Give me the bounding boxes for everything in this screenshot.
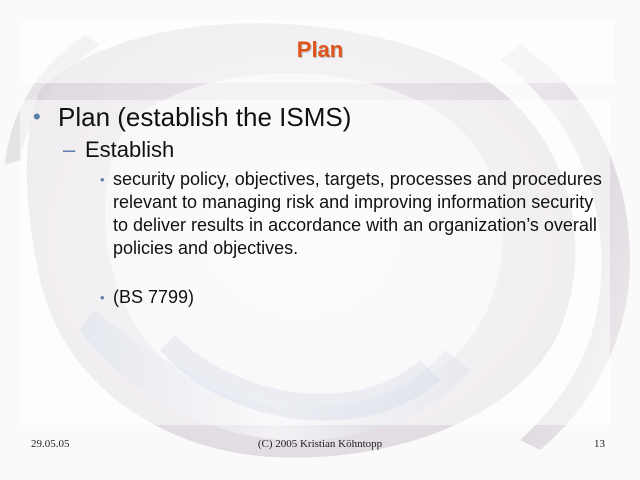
footer-page-number: 13 <box>594 438 605 450</box>
bullet-level2-text: Establish <box>85 137 175 162</box>
bullet-dot-icon: • <box>100 290 105 305</box>
dash-icon: – <box>63 137 76 162</box>
bullet-level3-text: (BS 7799) <box>113 287 195 307</box>
title-band <box>20 20 614 83</box>
bullet-level3-text: security policy, objectives, targets, pr… <box>113 169 602 258</box>
footer-copyright: (C) 2005 Kristian Köhntopp <box>257 438 383 450</box>
bullet-level1-text: Plan (establish the ISMS) <box>58 102 352 132</box>
footer-date: 29.05.05 <box>31 438 70 450</box>
slide-title: Plan <box>296 37 344 62</box>
body-band <box>20 100 610 425</box>
bullet-dot-icon: • <box>33 104 41 129</box>
bullet-dot-icon: • <box>100 172 105 187</box>
